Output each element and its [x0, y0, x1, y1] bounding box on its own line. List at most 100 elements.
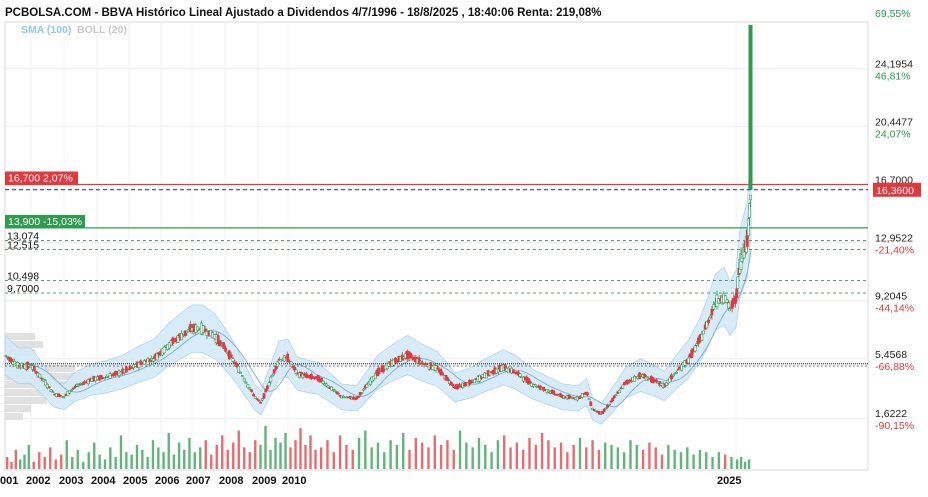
candle-body: [542, 386, 546, 391]
volume-bar: [210, 454, 213, 469]
candle-body: [511, 369, 515, 374]
volume-bar: [591, 440, 594, 469]
candle-body: [325, 383, 328, 387]
candle-body: [203, 328, 207, 333]
candle-body: [267, 382, 271, 387]
level-label: 9,7000: [7, 283, 39, 295]
candle-body: [260, 398, 264, 401]
candle-body: [250, 389, 254, 392]
support-label: 13,900 -15,03%: [8, 216, 82, 228]
candle-body: [708, 315, 712, 318]
labels-layer: PCBOLSA.COM - BBVA Histórico Lineal Ajus…: [0, 7, 741, 487]
volume-bar: [515, 442, 519, 469]
candle-body: [665, 382, 668, 386]
x-tick-label: 2004: [91, 475, 116, 487]
volume-bar: [717, 452, 721, 469]
volume-bar: [660, 454, 664, 469]
candle-body: [336, 392, 340, 395]
pct-tick-label: -66,88%: [875, 361, 914, 373]
level-label: 10,498: [7, 271, 39, 283]
volume-bar: [299, 428, 302, 469]
level-label: 13,074: [7, 231, 39, 243]
volume-bar: [259, 445, 262, 469]
volume-bar: [439, 445, 443, 469]
candle-body: [654, 379, 658, 383]
volume-bar: [370, 447, 373, 469]
volume-bar: [534, 445, 537, 469]
candle-body: [559, 393, 562, 397]
pct-tick-label: -90,15%: [875, 420, 914, 432]
top-pct-label: 69,55%: [875, 8, 911, 20]
volume-bar: [326, 440, 329, 469]
volume-bar: [427, 447, 430, 469]
candle-body: [47, 386, 51, 388]
candle-body: [148, 358, 152, 363]
bollinger-band: [4, 143, 752, 425]
volume-bar: [294, 440, 297, 469]
volume-bar: [248, 452, 251, 469]
candle-body: [748, 203, 751, 219]
volume-bar: [490, 452, 493, 469]
candle-body: [585, 392, 589, 396]
volume-bar: [65, 440, 68, 469]
volume-bar: [376, 442, 380, 469]
candle-body: [710, 308, 714, 316]
candle-body: [352, 396, 355, 400]
candle-body: [257, 399, 261, 402]
price-tick-label: 9,2045: [875, 291, 907, 303]
candle-body: [4, 355, 8, 357]
volume-bar: [27, 445, 31, 469]
volume-bar: [103, 459, 107, 469]
candle-body: [680, 364, 684, 371]
candle-body: [424, 363, 428, 365]
volume-bar: [226, 449, 229, 469]
volume-bar: [264, 425, 267, 469]
volume-profile-bar: [5, 341, 43, 348]
candle-body: [621, 384, 625, 389]
candle-body: [222, 342, 226, 349]
candle-body: [552, 390, 556, 395]
boll-indicator-label[interactable]: BOLL (20): [77, 24, 127, 36]
candle-body: [58, 394, 62, 398]
candle-body: [614, 394, 618, 397]
candle-body: [266, 385, 269, 390]
level-lines-layer: [5, 183, 868, 367]
candle-body: [313, 377, 317, 380]
volume-bar: [395, 445, 399, 469]
candle-body: [695, 343, 699, 346]
volume-bar: [402, 433, 405, 469]
candle-body: [269, 376, 273, 383]
candle-body: [335, 391, 339, 394]
candle-body: [271, 374, 274, 377]
candle-body: [419, 360, 423, 363]
candle-body: [357, 396, 360, 398]
candle-body: [601, 410, 604, 415]
volume-bar: [711, 457, 714, 469]
volume-bar: [559, 442, 563, 469]
candle-body: [240, 375, 244, 377]
x-tick-label: 2007: [186, 475, 210, 487]
candle-body: [320, 377, 323, 383]
candle-body: [518, 373, 522, 377]
candle-body: [274, 365, 278, 370]
volume-bar: [345, 445, 348, 469]
volume-bar: [743, 461, 747, 469]
candle-body: [51, 391, 55, 393]
candle-body: [446, 377, 450, 381]
volume-bar: [284, 433, 287, 469]
candle-body: [180, 332, 184, 341]
volume-bar: [141, 449, 144, 469]
volume-bar: [188, 437, 191, 469]
volume-bar: [351, 449, 354, 469]
candle-body: [592, 409, 596, 411]
candle-body: [16, 362, 19, 369]
volume-bar: [60, 454, 63, 469]
x-tick-label: 2009: [252, 475, 276, 487]
candle-body: [77, 384, 81, 387]
last-candle: [748, 24, 753, 190]
sma-indicator-label[interactable]: SMA (100): [21, 24, 71, 36]
sma-line: [25, 249, 752, 408]
candle-body: [282, 355, 286, 362]
volume-bar: [528, 437, 531, 469]
